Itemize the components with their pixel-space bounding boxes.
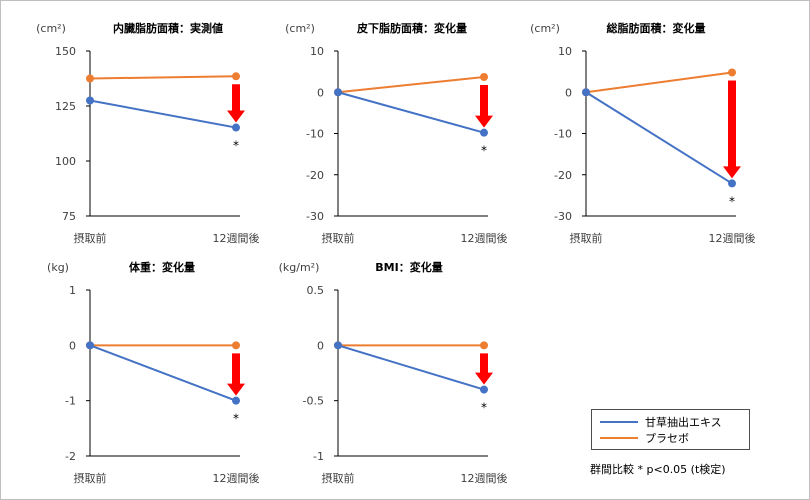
y-tick-label: 75: [62, 210, 76, 223]
series-line-placebo: [585, 71, 733, 94]
series-line-placebo: [89, 75, 237, 80]
data-point-kanzo: [480, 385, 488, 394]
x-tick-label: 摂取前: [74, 231, 107, 245]
decrease-arrow: [227, 84, 245, 123]
y-axis-unit: (kg): [47, 261, 69, 274]
chart-title: 総脂肪面積：変化量: [607, 21, 706, 35]
data-point-kanzo: [334, 341, 342, 350]
series-line-kanzo: [337, 344, 485, 391]
data-point-kanzo: [86, 341, 94, 350]
legend-line-placebo: [600, 437, 638, 439]
data-point-kanzo: [728, 179, 736, 188]
legend: 甘草抽出エキス プラセボ: [591, 409, 750, 450]
data-point-placebo: [232, 341, 240, 350]
significance-marker: *: [233, 139, 239, 153]
legend-label-kanzo: 甘草抽出エキス: [645, 416, 722, 429]
x-tick-label: 摂取前: [74, 471, 107, 485]
y-tick-label: 0.5: [307, 284, 325, 297]
legend-item-kanzo: 甘草抽出エキス: [600, 415, 722, 429]
significance-marker: *: [481, 401, 487, 415]
x-tick-label: 摂取前: [322, 471, 355, 485]
decrease-arrow: [475, 353, 493, 385]
y-tick-label: -2: [65, 450, 76, 463]
x-tick-label: 摂取前: [570, 231, 603, 245]
x-tick-label: 摂取前: [322, 231, 355, 245]
data-point-kanzo: [480, 128, 488, 137]
y-tick-label: 0: [317, 339, 324, 352]
y-tick-label: -10: [306, 128, 324, 141]
data-point-kanzo: [334, 88, 342, 97]
y-axis-unit: (kg/m²): [279, 261, 320, 274]
legend-line-kanzo: [600, 421, 638, 423]
y-tick-label: -1: [313, 450, 324, 463]
y-tick-label: 10: [310, 45, 324, 58]
y-tick-label: 150: [55, 45, 76, 58]
y-axis-unit: (cm²): [285, 22, 315, 35]
y-axis-unit: (cm²): [530, 22, 560, 35]
x-tick-label: 12週間後: [709, 231, 756, 245]
y-tick-label: -0.5: [303, 395, 324, 408]
y-tick-label: 10: [558, 45, 572, 58]
series-line-kanzo: [585, 91, 733, 185]
data-point-kanzo: [232, 123, 240, 132]
series-line-placebo: [337, 75, 485, 94]
y-tick-label: -30: [554, 210, 572, 223]
y-tick-label: 0: [69, 339, 76, 352]
chart-title: 体重：変化量: [129, 260, 195, 274]
significance-marker: *: [729, 194, 735, 208]
data-point-placebo: [480, 341, 488, 350]
x-tick-label: 12週間後: [461, 231, 508, 245]
y-tick-label: -20: [306, 169, 324, 182]
y-tick-label: 0: [317, 86, 324, 99]
footnote: 群間比較 * p<0.05 (t検定): [590, 463, 726, 476]
y-axis-unit: (cm²): [36, 22, 66, 35]
data-point-kanzo: [86, 96, 94, 105]
legend-label-placebo: プラセボ: [645, 432, 689, 445]
chart-title: 皮下脂肪面積：変化量: [356, 21, 467, 35]
y-tick-label: 100: [55, 155, 76, 168]
y-tick-label: -1: [65, 395, 76, 408]
data-point-placebo: [728, 68, 736, 77]
data-point-kanzo: [582, 88, 590, 97]
y-tick-label: 0: [565, 86, 572, 99]
data-point-placebo: [480, 72, 488, 81]
data-point-kanzo: [232, 396, 240, 405]
series-line-kanzo: [89, 344, 237, 402]
y-tick-label: 125: [55, 100, 76, 113]
series-line-kanzo: [89, 99, 237, 129]
data-point-placebo: [86, 74, 94, 83]
chart-title: 内臓脂肪面積：実測値: [113, 21, 223, 35]
decrease-arrow: [723, 80, 741, 179]
significance-marker: *: [233, 412, 239, 426]
decrease-arrow: [475, 84, 493, 128]
data-point-placebo: [232, 72, 240, 81]
significance-marker: *: [481, 144, 487, 158]
x-tick-label: 12週間後: [213, 231, 260, 245]
series-line-kanzo: [337, 91, 485, 134]
x-tick-label: 12週間後: [213, 471, 260, 485]
decrease-arrow: [227, 353, 245, 396]
y-tick-label: -10: [554, 128, 572, 141]
y-tick-label: 1: [69, 284, 76, 297]
y-tick-label: -30: [306, 210, 324, 223]
chart-title: BMI：変化量: [375, 260, 442, 274]
x-tick-label: 12週間後: [461, 471, 508, 485]
legend-item-placebo: プラセボ: [600, 431, 689, 445]
y-tick-label: -20: [554, 169, 572, 182]
